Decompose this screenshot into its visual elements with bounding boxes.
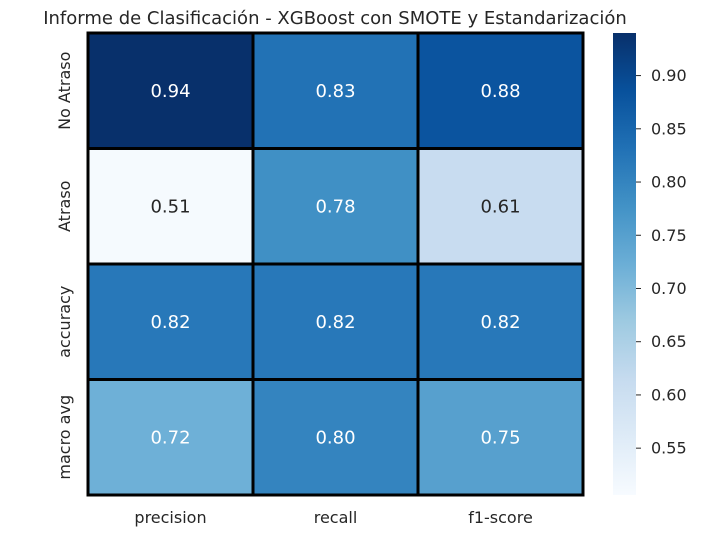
heatmap-cell: [416, 378, 585, 497]
colorbar-tick-label: 0.60: [651, 385, 687, 404]
row-label: macro avg: [55, 395, 74, 480]
column-label: precision: [134, 508, 206, 527]
cell-value-label: 0.94: [150, 81, 190, 102]
cell-value-label: 0.88: [480, 81, 520, 102]
column-label: recall: [314, 508, 358, 527]
colorbar-tick-label: 0.75: [651, 226, 687, 245]
heatmap-cell: [416, 147, 585, 266]
cell-value-label: 0.82: [315, 312, 355, 333]
cell-value-label: 0.78: [315, 196, 355, 217]
colorbar-ticks: 0.55 0.60 0.65 0.70 0.75 0.80 0.85 0.90: [636, 66, 687, 458]
colorbar-tick-label: 0.90: [651, 66, 687, 85]
cell-value-label: 0.80: [315, 427, 355, 448]
colorbar-tick-label: 0.55: [651, 439, 687, 458]
heatmap-cell: [86, 31, 255, 150]
cell-value-label: 0.61: [480, 196, 520, 217]
heatmap-grid: 0.94 0.83 0.88 0.51 0.78 0.61 0.82 0.82 0.82 0.72…: [86, 31, 585, 497]
heatmap-cell: [251, 262, 420, 381]
cell-value-label: 0.72: [150, 427, 190, 448]
row-label: accuracy: [55, 286, 74, 358]
row-label: No Atraso: [55, 52, 74, 130]
column-label: f1-score: [468, 508, 533, 527]
cell-value-label: 0.75: [480, 427, 520, 448]
heatmap-cell: [86, 378, 255, 497]
colorbar-tick-label: 0.80: [651, 173, 687, 192]
cell-value-label: 0.82: [150, 312, 190, 333]
colorbar-tick-label: 0.85: [651, 119, 687, 138]
cell-value-label: 0.82: [480, 312, 520, 333]
colorbar: [613, 33, 636, 495]
colorbar-tick-label: 0.65: [651, 332, 687, 351]
heatmap-cell: [251, 31, 420, 150]
chart-title: Informe de Clasificación - XGBoost con S…: [43, 8, 627, 29]
x-axis-labels: precision recall f1-score: [134, 508, 532, 527]
cell-value-label: 0.51: [150, 196, 190, 217]
y-axis-labels: No Atraso Atraso accuracy macro avg: [55, 52, 74, 480]
row-label: Atraso: [55, 181, 74, 232]
colorbar-tick-label: 0.70: [651, 279, 687, 298]
cell-value-label: 0.83: [315, 81, 355, 102]
